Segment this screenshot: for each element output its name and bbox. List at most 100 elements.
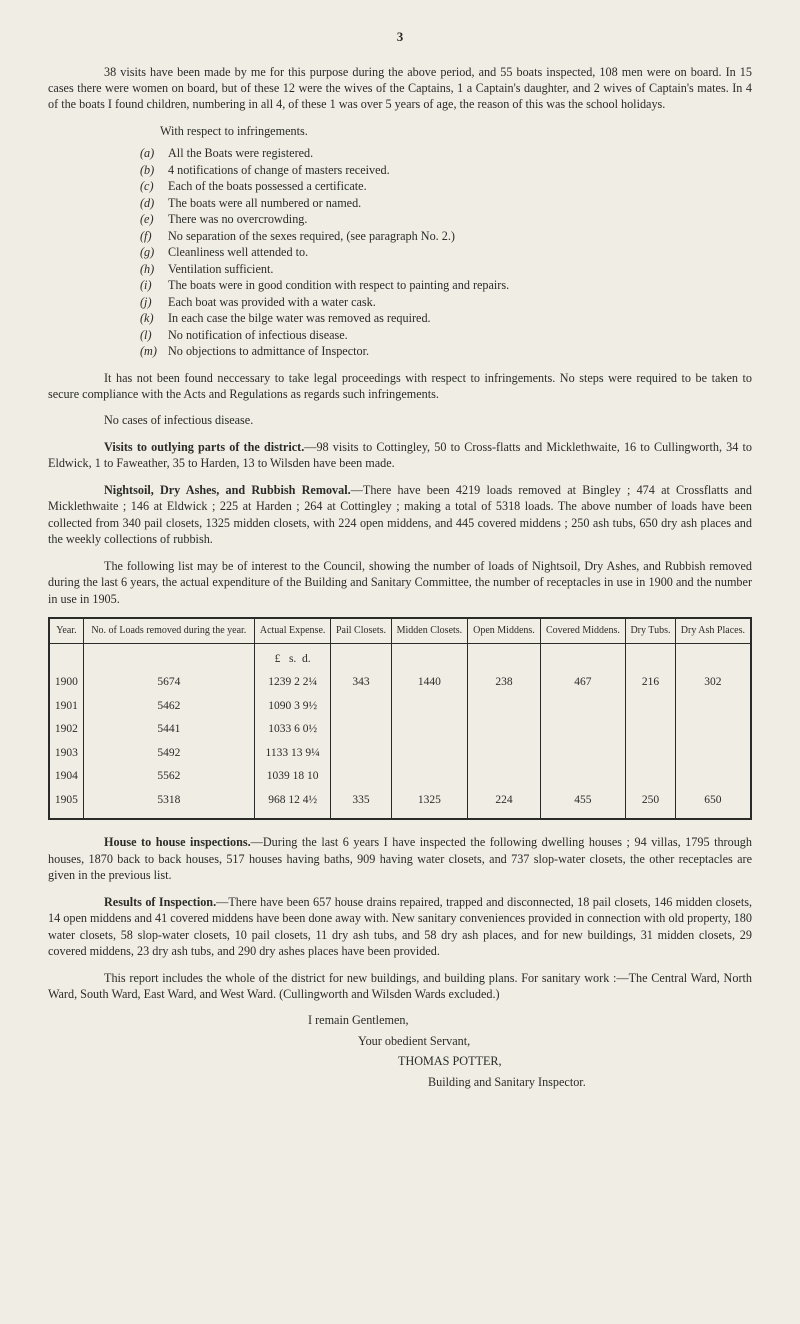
col-loads: No. of Loads removed during the year. — [83, 618, 254, 643]
list-item: (h)Ventilation sufficient. — [140, 261, 752, 277]
cell-loads: 5674 — [83, 671, 254, 695]
list-key: (b) — [140, 162, 168, 178]
expenditure-table: Year. No. of Loads removed during the ye… — [48, 617, 752, 820]
expense-units: £ s. d. — [254, 643, 331, 671]
signature-block: I remain Gentlemen, Your obedient Servan… — [48, 1012, 752, 1090]
paragraph-visits: 38 visits have been made by me for this … — [48, 64, 752, 113]
cell-year: 1901 — [49, 695, 83, 719]
list-item: (g)Cleanliness well attended to. — [140, 244, 752, 260]
cell-tubs: 216 — [626, 671, 676, 695]
col-year: Year. — [49, 618, 83, 643]
cell-expense: 1239 2 2¼ — [254, 671, 331, 695]
cell-loads: 5462 — [83, 695, 254, 719]
cell-midden: 1440 — [391, 671, 468, 695]
list-val: The boats were in good condition with re… — [168, 277, 752, 293]
list-key: (m) — [140, 343, 168, 359]
sig-line-title: Building and Sanitary Inspector. — [48, 1074, 752, 1090]
list-key: (f) — [140, 228, 168, 244]
paragraph-house-inspections: House to house inspections.—During the l… — [48, 834, 752, 883]
list-val: Ventilation sufficient. — [168, 261, 752, 277]
list-val: No separation of the sexes required, (se… — [168, 228, 752, 244]
cell-loads: 5562 — [83, 765, 254, 789]
list-key: (i) — [140, 277, 168, 293]
list-item: (i)The boats were in good condition with… — [140, 277, 752, 293]
list-item: (l)No notification of infectious disease… — [140, 327, 752, 343]
cell-open: 238 — [468, 671, 541, 695]
list-item: (m)No objections to admittance of Inspec… — [140, 343, 752, 359]
col-tubs: Dry Tubs. — [626, 618, 676, 643]
table-row: 1905 5318 968 12 4½ 335 1325 224 455 250… — [49, 789, 751, 820]
col-ash: Dry Ash Places. — [675, 618, 751, 643]
col-covered: Covered Middens. — [540, 618, 625, 643]
col-pail: Pail Closets. — [331, 618, 391, 643]
list-item: (a)All the Boats were registered. — [140, 145, 752, 161]
sig-line-remain: I remain Gentlemen, — [48, 1012, 752, 1028]
list-val: Each boat was provided with a water cask… — [168, 294, 752, 310]
cell-expense: 1033 6 0½ — [254, 718, 331, 742]
cell-year: 1905 — [49, 789, 83, 820]
list-key: (k) — [140, 310, 168, 326]
cell-midden: 1325 — [391, 789, 468, 820]
paragraph-no-disease: No cases of infectious disease. — [48, 412, 752, 428]
table-row: 1902 5441 1033 6 0½ — [49, 718, 751, 742]
list-val: All the Boats were registered. — [168, 145, 752, 161]
section-lead-visits: Visits to outlying parts of the district… — [104, 440, 304, 454]
list-key: (e) — [140, 211, 168, 227]
list-val: Each of the boats possessed a certificat… — [168, 178, 752, 194]
sig-line-servant: Your obedient Servant, — [48, 1033, 752, 1049]
respect-line: With respect to infringements. — [48, 123, 752, 139]
paragraph-table-intro: The following list may be of interest to… — [48, 558, 752, 607]
list-key: (g) — [140, 244, 168, 260]
cell-covered: 455 — [540, 789, 625, 820]
table-row: 1900 5674 1239 2 2¼ 343 1440 238 467 216… — [49, 671, 751, 695]
cell-year: 1904 — [49, 765, 83, 789]
document-page: 3 38 visits have been made by me for thi… — [0, 0, 800, 1324]
paragraph-nightsoil: Nightsoil, Dry Ashes, and Rubbish Remova… — [48, 482, 752, 548]
list-val: The boats were all numbered or named. — [168, 195, 752, 211]
col-expense: Actual Expense. — [254, 618, 331, 643]
cell-year: 1900 — [49, 671, 83, 695]
cell-ash: 302 — [675, 671, 751, 695]
cell-expense: 968 12 4½ — [254, 789, 331, 820]
cell-ash: 650 — [675, 789, 751, 820]
cell-year: 1903 — [49, 742, 83, 766]
cell-year: 1902 — [49, 718, 83, 742]
cell-loads: 5318 — [83, 789, 254, 820]
paragraph-report-scope: This report includes the whole of the di… — [48, 970, 752, 1003]
table-row: 1903 5492 1133 13 9¼ — [49, 742, 751, 766]
cell-expense: 1039 18 10 — [254, 765, 331, 789]
page-number: 3 — [48, 28, 752, 46]
list-item: (f)No separation of the sexes required, … — [140, 228, 752, 244]
list-item: (e)There was no overcrowding. — [140, 211, 752, 227]
cell-expense: 1133 13 9¼ — [254, 742, 331, 766]
table-row: 1901 5462 1090 3 9½ — [49, 695, 751, 719]
list-val: 4 notifications of change of masters rec… — [168, 162, 752, 178]
cell-tubs: 250 — [626, 789, 676, 820]
list-item: (k)In each case the bilge water was remo… — [140, 310, 752, 326]
list-key: (a) — [140, 145, 168, 161]
paragraph-no-proceedings: It has not been found neccessary to take… — [48, 370, 752, 403]
list-key: (h) — [140, 261, 168, 277]
table-row: 1904 5562 1039 18 10 — [49, 765, 751, 789]
sig-line-name: THOMAS POTTER, — [48, 1053, 752, 1069]
paragraph-results: Results of Inspection.—There have been 6… — [48, 894, 752, 960]
table-units-row: £ s. d. — [49, 643, 751, 671]
list-val: In each case the bilge water was removed… — [168, 310, 752, 326]
section-lead-house: House to house inspections. — [104, 835, 251, 849]
list-val: No notification of infectious disease. — [168, 327, 752, 343]
col-midden: Midden Closets. — [391, 618, 468, 643]
cell-loads: 5441 — [83, 718, 254, 742]
list-val: No objections to admittance of Inspector… — [168, 343, 752, 359]
cell-pail: 335 — [331, 789, 391, 820]
list-item: (b)4 notifications of change of masters … — [140, 162, 752, 178]
expenditure-table-wrap: Year. No. of Loads removed during the ye… — [48, 617, 752, 820]
list-item: (d)The boats were all numbered or named. — [140, 195, 752, 211]
list-key: (l) — [140, 327, 168, 343]
paragraph-visits-outlying: Visits to outlying parts of the district… — [48, 439, 752, 472]
infringement-list: (a)All the Boats were registered. (b)4 n… — [140, 145, 752, 359]
list-item: (j)Each boat was provided with a water c… — [140, 294, 752, 310]
list-key: (j) — [140, 294, 168, 310]
list-key: (c) — [140, 178, 168, 194]
list-key: (d) — [140, 195, 168, 211]
list-val: Cleanliness well attended to. — [168, 244, 752, 260]
